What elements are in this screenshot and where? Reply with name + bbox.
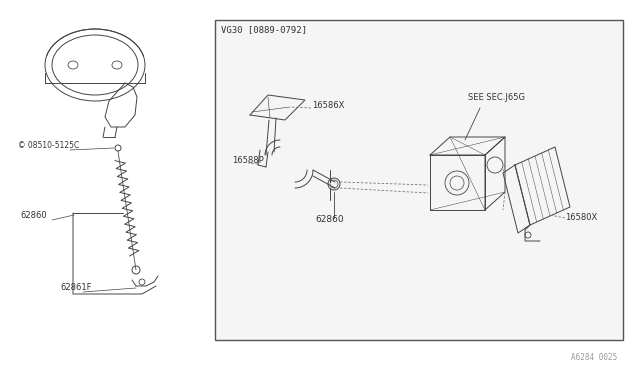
Text: A6284 0025: A6284 0025 [571,353,617,362]
Text: 16580X: 16580X [565,213,597,222]
Text: VG30 [0889-0792]: VG30 [0889-0792] [221,25,307,34]
Bar [215,20,623,340]
Text: 62861F: 62861F [60,283,92,292]
Text: 62860: 62860 [316,215,344,224]
Text: 16586X: 16586X [312,101,344,110]
Text: 16588P: 16588P [232,156,264,165]
Text: 62860: 62860 [20,211,47,220]
Text: SEE SEC.J65G: SEE SEC.J65G [468,93,525,102]
Text: © 08510-5125C: © 08510-5125C [18,141,79,150]
